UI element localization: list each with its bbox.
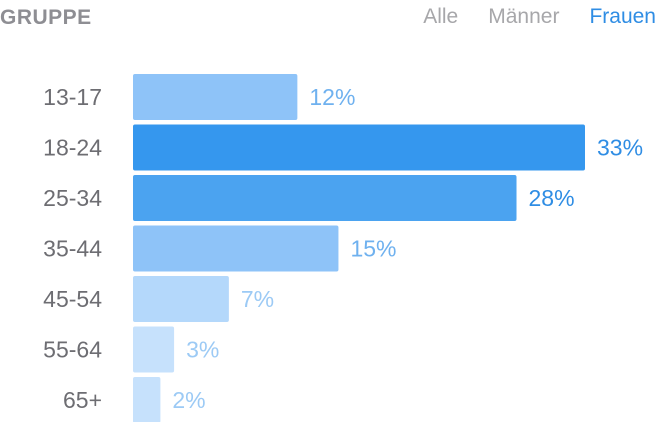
bar-35-44 [133, 225, 339, 272]
bar-65+ [133, 377, 161, 422]
age-group-bar-chart: 13-17 12% 18-24 33% 25-34 28% 35-44 15% 45-54 7% 5… [43, 74, 643, 422]
value-label: 2% [172, 387, 205, 413]
bar-25-34 [133, 175, 517, 221]
category-label: 35-44 [43, 236, 102, 262]
bar-18-24 [133, 124, 585, 171]
value-label: 7% [241, 286, 274, 312]
value-label: 15% [350, 236, 396, 262]
bar-45-54 [133, 276, 229, 322]
bar-13-17 [133, 74, 298, 120]
group-title: GRUPPE [0, 6, 92, 29]
category-label: 13-17 [43, 84, 102, 110]
category-label: 55-64 [43, 337, 102, 363]
value-label: 28% [529, 185, 575, 211]
value-label: 33% [597, 135, 643, 161]
tab-alle[interactable]: Alle [423, 5, 459, 28]
category-label: 45-54 [43, 286, 102, 312]
category-label: 65+ [63, 387, 102, 413]
tab-frauen[interactable]: Frauen [589, 5, 656, 28]
value-label: 12% [309, 84, 355, 110]
bar-55-64 [133, 326, 175, 373]
value-label: 3% [186, 337, 219, 363]
tab-maenner[interactable]: Männer [488, 5, 560, 28]
category-label: 25-34 [43, 185, 102, 211]
gender-filter-tabs: Alle Männer Frauen [423, 5, 656, 29]
category-label: 18-24 [43, 135, 102, 161]
chart-header: GRUPPE Alle Männer Frauen [0, 0, 664, 44]
